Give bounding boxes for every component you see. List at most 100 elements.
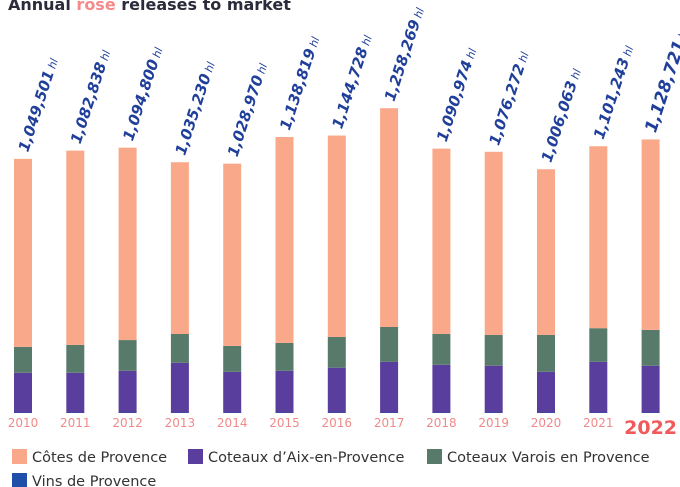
bar-segment: [327, 336, 346, 368]
bar-segment: [66, 344, 85, 373]
x-tick-label: 2013: [165, 416, 196, 430]
legend-label: Coteaux d’Aix-en-Provence: [208, 450, 404, 466]
total-label: 1,049,501hl: [15, 56, 62, 154]
unit: hl: [359, 34, 374, 48]
unit: hl: [202, 60, 217, 74]
legend-label: Vins de Provence: [32, 474, 156, 487]
bar-segment: [170, 362, 189, 413]
x-tick-label: 2018: [426, 416, 457, 430]
bar-segment: [484, 365, 503, 413]
total-label: 1,101,243hl: [590, 43, 637, 141]
legend-label: Coteaux Varois en Provence: [447, 450, 650, 466]
total-label: 1,076,272hl: [485, 49, 532, 147]
total-label: 1,028,970hl: [224, 61, 271, 159]
unit: hl: [464, 47, 479, 61]
unit: hl: [307, 35, 322, 49]
bar-segment: [14, 346, 32, 373]
bar-segment: [589, 146, 608, 329]
unit: hl: [412, 6, 427, 20]
total-value: 1,006,063: [538, 79, 581, 165]
total-value: 1,144,728: [328, 45, 371, 131]
total-value: 1,138,819: [276, 46, 319, 132]
bar-segment: [380, 326, 399, 362]
bar-segment: [14, 372, 32, 413]
title-highlight: rosé: [76, 0, 115, 14]
bar-segment: [537, 169, 555, 335]
x-tick-label: 2021: [583, 416, 614, 430]
total-label: 1,144,728hl: [328, 33, 375, 131]
total-value: 1,090,974: [433, 58, 476, 144]
unit: hl: [150, 46, 165, 60]
bar-segment: [641, 329, 660, 366]
bar-segment: [432, 334, 451, 365]
x-tick-label: 2011: [60, 416, 91, 430]
total-value: 1,082,838: [67, 60, 110, 146]
bar-segment: [589, 361, 608, 413]
legend-label: Côtes de Provence: [32, 450, 167, 466]
bar-segment: [170, 334, 189, 363]
x-tick-label: 2010: [8, 416, 39, 430]
bar-segment: [275, 370, 294, 413]
bar-segment: [223, 163, 242, 346]
x-tick-label: 2022: [624, 417, 677, 439]
legend-swatch: [188, 449, 203, 464]
title-part: Annual: [8, 0, 71, 14]
x-tick-label: 2015: [269, 416, 300, 430]
bar-segment: [484, 334, 503, 366]
x-tick-label: 2014: [217, 416, 248, 430]
x-tick-label: 2012: [112, 416, 143, 430]
total-label: 1,090,974hl: [433, 46, 480, 144]
total-label: 1,258,269hl: [381, 5, 428, 103]
total-label: 1,006,063hl: [538, 66, 585, 164]
total-label: 1,138,819hl: [276, 34, 323, 132]
bar-segment: [223, 371, 242, 413]
title-part: releases to market: [121, 0, 291, 14]
total-value: 1,076,272: [485, 62, 528, 148]
unit: hl: [255, 62, 270, 76]
total-value: 1,035,230: [172, 71, 215, 157]
total-value: 1,258,269: [381, 17, 424, 103]
unit: hl: [621, 44, 636, 58]
bar-segment: [118, 147, 137, 341]
unit: hl: [569, 67, 584, 81]
bar-segment: [484, 151, 503, 335]
total-label: 1,094,800hl: [119, 45, 166, 143]
total-value: 1,094,800: [119, 57, 162, 143]
bar-segment: [223, 345, 242, 372]
bar-segment: [380, 108, 399, 327]
chart-title: Annual rosé releases to market: [8, 0, 291, 14]
bar-segment: [66, 372, 85, 413]
legend-swatch: [427, 449, 442, 464]
bar-segment: [537, 334, 555, 372]
total-label: 1,082,838hl: [67, 48, 114, 146]
total-label: 1,128,721hl: [641, 24, 680, 135]
unit: hl: [676, 25, 680, 40]
bar-segment: [327, 135, 346, 337]
total-value: 1,049,501: [15, 68, 58, 154]
bar-segment: [432, 148, 451, 335]
bar-segment: [275, 137, 294, 343]
bar-segment: [641, 365, 660, 413]
bar-segment: [275, 342, 294, 371]
legend-swatch: [12, 473, 27, 487]
bar-segment: [432, 364, 451, 413]
bar-segment: [118, 370, 137, 413]
x-tick-label: 2019: [478, 416, 509, 430]
legend-swatch: [12, 449, 27, 464]
x-tick-label: 2017: [374, 416, 405, 430]
bar-segment: [66, 150, 85, 345]
unit: hl: [46, 57, 61, 71]
total-value: 1,128,721: [641, 38, 680, 135]
bar-segment: [118, 340, 137, 371]
bar-segment: [327, 367, 346, 413]
bar-segment: [641, 139, 660, 330]
total-label: 1,035,230hl: [172, 59, 219, 157]
x-tick-label: 2016: [322, 416, 353, 430]
unit: hl: [98, 49, 113, 63]
bar-segment: [170, 162, 189, 335]
unit: hl: [516, 50, 531, 64]
bar-segment: [589, 328, 608, 362]
bar-segment: [537, 371, 555, 413]
